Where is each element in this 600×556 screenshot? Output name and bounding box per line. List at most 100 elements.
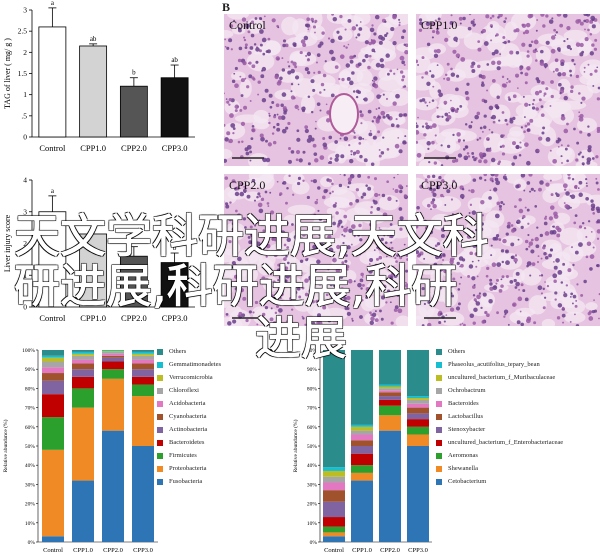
tissue-nucleus bbox=[268, 93, 273, 98]
legend-label: Others bbox=[169, 348, 187, 355]
tissue-nucleus bbox=[488, 148, 492, 152]
tissue-nucleus bbox=[574, 214, 578, 218]
legend-entry: Others bbox=[436, 345, 563, 358]
tissue-nucleus bbox=[249, 150, 253, 154]
tissue-nucleus bbox=[301, 315, 304, 318]
tissue-nucleus bbox=[559, 23, 564, 28]
tissue-nucleus bbox=[478, 225, 482, 229]
tissue-nucleus bbox=[585, 196, 589, 201]
tissue-nucleus bbox=[239, 191, 245, 197]
tissue-nucleus bbox=[575, 74, 580, 79]
tissue-nucleus bbox=[382, 212, 388, 218]
tissue-nucleus bbox=[378, 247, 381, 251]
x-tick-label: CPP1.0 bbox=[73, 547, 93, 554]
tissue-nucleus bbox=[553, 260, 555, 263]
tissue-nucleus bbox=[371, 79, 374, 82]
legend-entry: Shewanella bbox=[436, 462, 563, 475]
tissue-nucleus bbox=[375, 108, 378, 110]
x-tick-label: CPP3.0 bbox=[162, 143, 188, 153]
tissue-nucleus bbox=[272, 140, 277, 145]
tissue-nucleus bbox=[386, 180, 389, 184]
tissue-nucleus bbox=[310, 235, 313, 238]
tissue-nucleus bbox=[524, 29, 530, 35]
tissue-nucleus bbox=[503, 40, 507, 45]
y-tick-label: 0% bbox=[28, 540, 36, 546]
tissue-nucleus bbox=[374, 282, 378, 286]
legend-entry: Aeromonas bbox=[436, 449, 563, 462]
tissue-nucleus bbox=[346, 245, 351, 250]
tissue-nucleus bbox=[306, 138, 312, 143]
tissue-nucleus bbox=[244, 147, 249, 152]
legend-label: Verrucomicrobia bbox=[169, 374, 213, 381]
tissue-nucleus bbox=[436, 64, 439, 67]
tissue-nucleus bbox=[596, 126, 600, 131]
tissue-nucleus bbox=[575, 42, 581, 47]
tissue-nucleus bbox=[320, 235, 324, 239]
tissue-vacuole bbox=[585, 302, 598, 311]
tissue-nucleus bbox=[491, 14, 495, 18]
tissue-nucleus bbox=[224, 38, 227, 41]
legend-label: Bacteroides bbox=[448, 400, 479, 407]
tissue-nucleus bbox=[271, 18, 276, 23]
legend-swatch bbox=[436, 426, 442, 433]
tissue-nucleus bbox=[427, 300, 431, 304]
tissue-nucleus bbox=[515, 281, 520, 287]
tissue-nucleus bbox=[264, 190, 268, 194]
tissue-nucleus bbox=[352, 90, 356, 93]
tissue-nucleus bbox=[481, 130, 484, 133]
tissue-nucleus bbox=[232, 319, 237, 324]
tissue-nucleus bbox=[434, 244, 438, 248]
tissue-nucleus bbox=[285, 126, 289, 130]
tissue-nucleus bbox=[376, 235, 379, 238]
tissue-nucleus bbox=[524, 206, 527, 209]
tissue-nucleus bbox=[233, 19, 236, 22]
tissue-nucleus bbox=[396, 124, 400, 128]
tissue-nucleus bbox=[270, 307, 273, 310]
x-tick-label: CPP2.0 bbox=[103, 547, 123, 554]
tissue-nucleus bbox=[431, 198, 436, 202]
tissue-nucleus bbox=[361, 298, 364, 302]
tissue-nucleus bbox=[540, 113, 545, 117]
tissue-nucleus bbox=[253, 199, 257, 202]
stack-segment bbox=[407, 446, 429, 542]
stack-segment bbox=[102, 353, 124, 356]
tissue-nucleus bbox=[249, 159, 252, 162]
tissue-nucleus bbox=[589, 72, 593, 76]
tissue-nucleus bbox=[428, 187, 433, 191]
tissue-nucleus bbox=[423, 133, 427, 137]
tissue-nucleus bbox=[360, 195, 364, 199]
tissue-vacuole bbox=[504, 91, 522, 103]
tissue-nucleus bbox=[358, 253, 361, 256]
legend-label: Lactobacillus bbox=[448, 413, 484, 420]
tissue-nucleus bbox=[355, 188, 360, 192]
tissue-nucleus bbox=[436, 28, 439, 31]
stack-segment bbox=[102, 351, 124, 354]
tissue-nucleus bbox=[596, 66, 599, 69]
tissue-nucleus bbox=[566, 122, 569, 126]
y-tick-label: 2 bbox=[23, 239, 27, 248]
stack-segment bbox=[42, 361, 64, 368]
tissue-nucleus bbox=[506, 78, 509, 80]
tissue-vacuole bbox=[390, 115, 406, 126]
tissue-nucleus bbox=[563, 292, 568, 298]
tissue-nucleus bbox=[254, 300, 259, 305]
tissue-nucleus bbox=[563, 39, 566, 43]
tissue-nucleus bbox=[418, 270, 422, 275]
tissue-nucleus bbox=[239, 108, 243, 112]
tissue-nucleus bbox=[386, 148, 390, 151]
legend-entry: Actinobacteria bbox=[157, 423, 221, 436]
tissue-nucleus bbox=[432, 123, 437, 128]
tissue-nucleus bbox=[524, 116, 526, 118]
tissue-nucleus bbox=[465, 96, 470, 101]
tissue-nucleus bbox=[500, 249, 505, 253]
tissue-nucleus bbox=[574, 304, 578, 308]
tissue-nucleus bbox=[321, 297, 325, 300]
tissue-nucleus bbox=[518, 198, 522, 202]
tissue-vacuole bbox=[259, 40, 282, 56]
tissue-nucleus bbox=[398, 113, 403, 118]
tissue-nucleus bbox=[332, 221, 336, 226]
tissue-nucleus bbox=[287, 159, 292, 164]
tissue-nucleus bbox=[478, 136, 482, 140]
tissue-nucleus bbox=[432, 192, 437, 197]
tissue-nucleus bbox=[399, 70, 404, 74]
